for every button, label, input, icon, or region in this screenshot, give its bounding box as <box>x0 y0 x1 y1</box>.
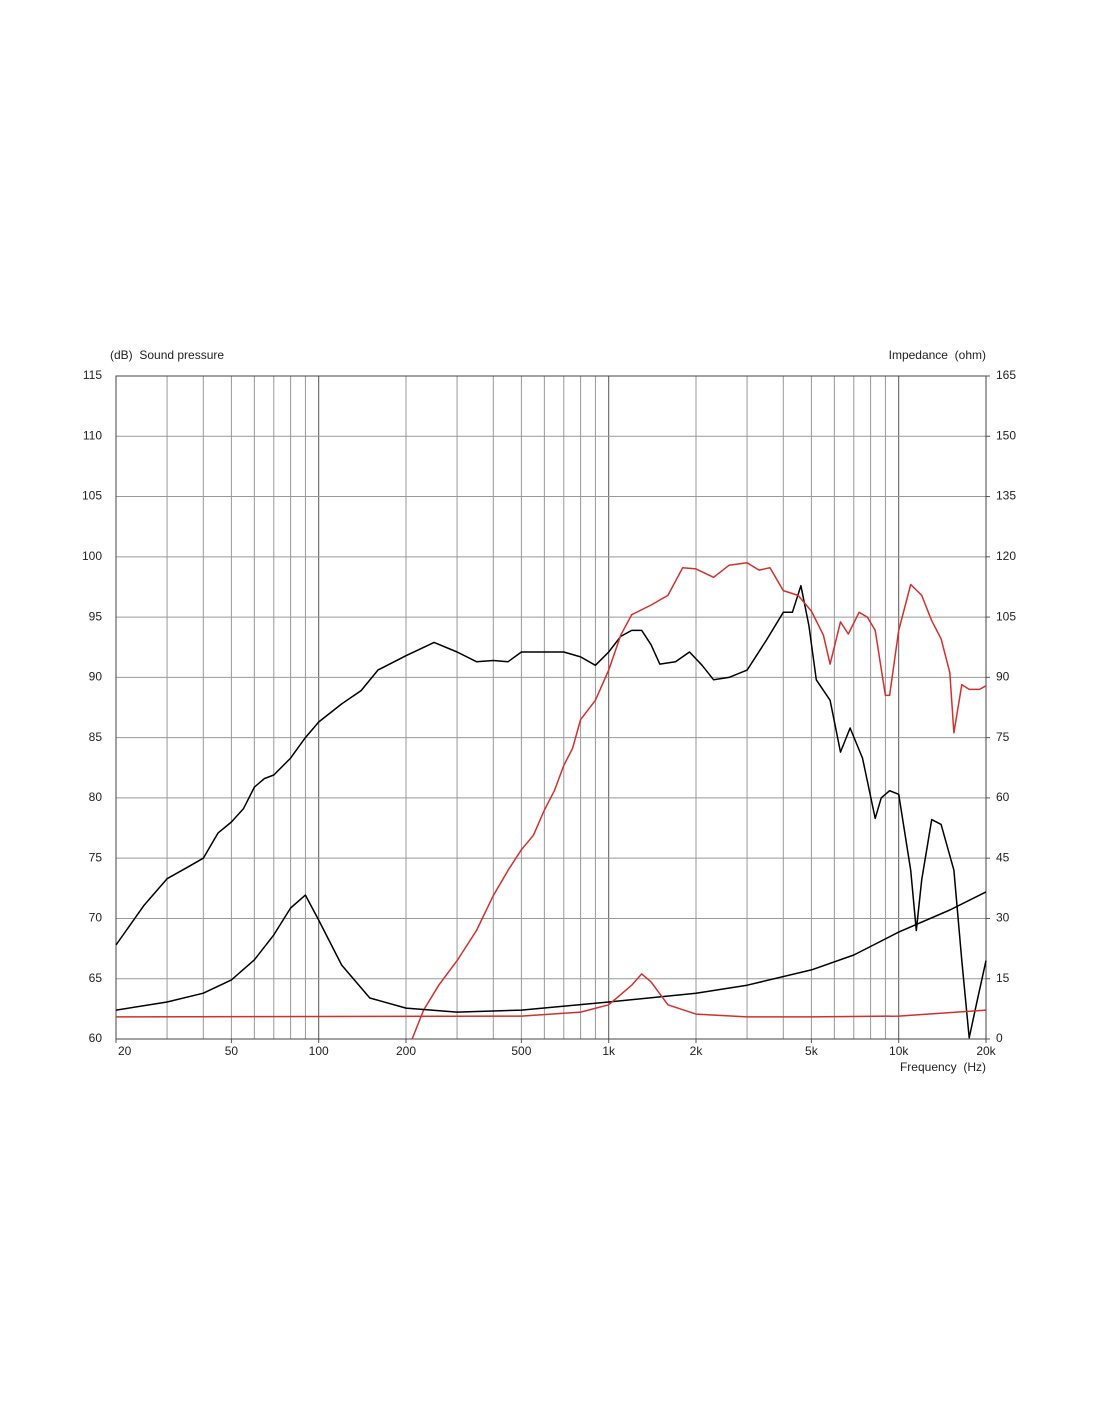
x-tick-label: 20k <box>976 1044 996 1058</box>
y2-axis-label: Impedance (ohm) <box>889 348 986 362</box>
y2-tick-label: 150 <box>996 428 1016 442</box>
curve <box>115 584 987 1039</box>
plot-frame <box>115 375 987 1040</box>
y2-tick-label: 60 <box>996 790 1010 804</box>
y-tick-label: 70 <box>89 911 103 925</box>
x-tick-label: 2k <box>690 1044 704 1058</box>
y-tick-label: 105 <box>82 489 102 503</box>
y-tick-label: 80 <box>89 790 103 804</box>
y-tick-label: 65 <box>89 971 103 985</box>
y2-tick-label: 15 <box>996 971 1010 985</box>
curve <box>411 562 987 1040</box>
y2-tick-label: 135 <box>996 489 1016 503</box>
curve <box>115 891 987 1013</box>
y-axis-label: (dB) Sound pressure <box>110 348 224 362</box>
x-tick-label: 10k <box>889 1044 909 1058</box>
curve <box>115 973 987 1018</box>
y-tick-label: 85 <box>89 730 103 744</box>
y2-tick-label: 165 <box>996 368 1016 382</box>
x-tick-label: 50 <box>225 1044 239 1058</box>
x-axis-label: Frequency (Hz) <box>900 1060 986 1074</box>
y2-tick-label: 105 <box>996 609 1016 623</box>
y2-tick-label: 0 <box>996 1031 1003 1045</box>
y-tick-label: 110 <box>83 428 102 442</box>
y2-tick-label: 120 <box>996 549 1016 563</box>
x-tick-label: 200 <box>396 1044 416 1058</box>
y-tick-label: 100 <box>82 549 102 563</box>
x-tick-label: 100 <box>309 1044 329 1058</box>
x-tick-label: 5k <box>805 1044 819 1058</box>
y2-tick-label: 45 <box>996 850 1010 864</box>
y-tick-label: 95 <box>89 609 103 623</box>
x-tick-label: 500 <box>511 1044 531 1058</box>
y2-tick-label: 30 <box>996 911 1010 925</box>
y2-tick-label: 75 <box>996 730 1010 744</box>
y-tick-label: 75 <box>89 850 103 864</box>
y-tick-label: 115 <box>83 368 102 382</box>
x-tick-label: 1k <box>602 1044 616 1058</box>
x-tick-label: 20 <box>118 1044 132 1058</box>
y2-tick-label: 90 <box>996 670 1010 684</box>
y-tick-label: 90 <box>89 670 103 684</box>
y-tick-label: 60 <box>89 1031 103 1045</box>
